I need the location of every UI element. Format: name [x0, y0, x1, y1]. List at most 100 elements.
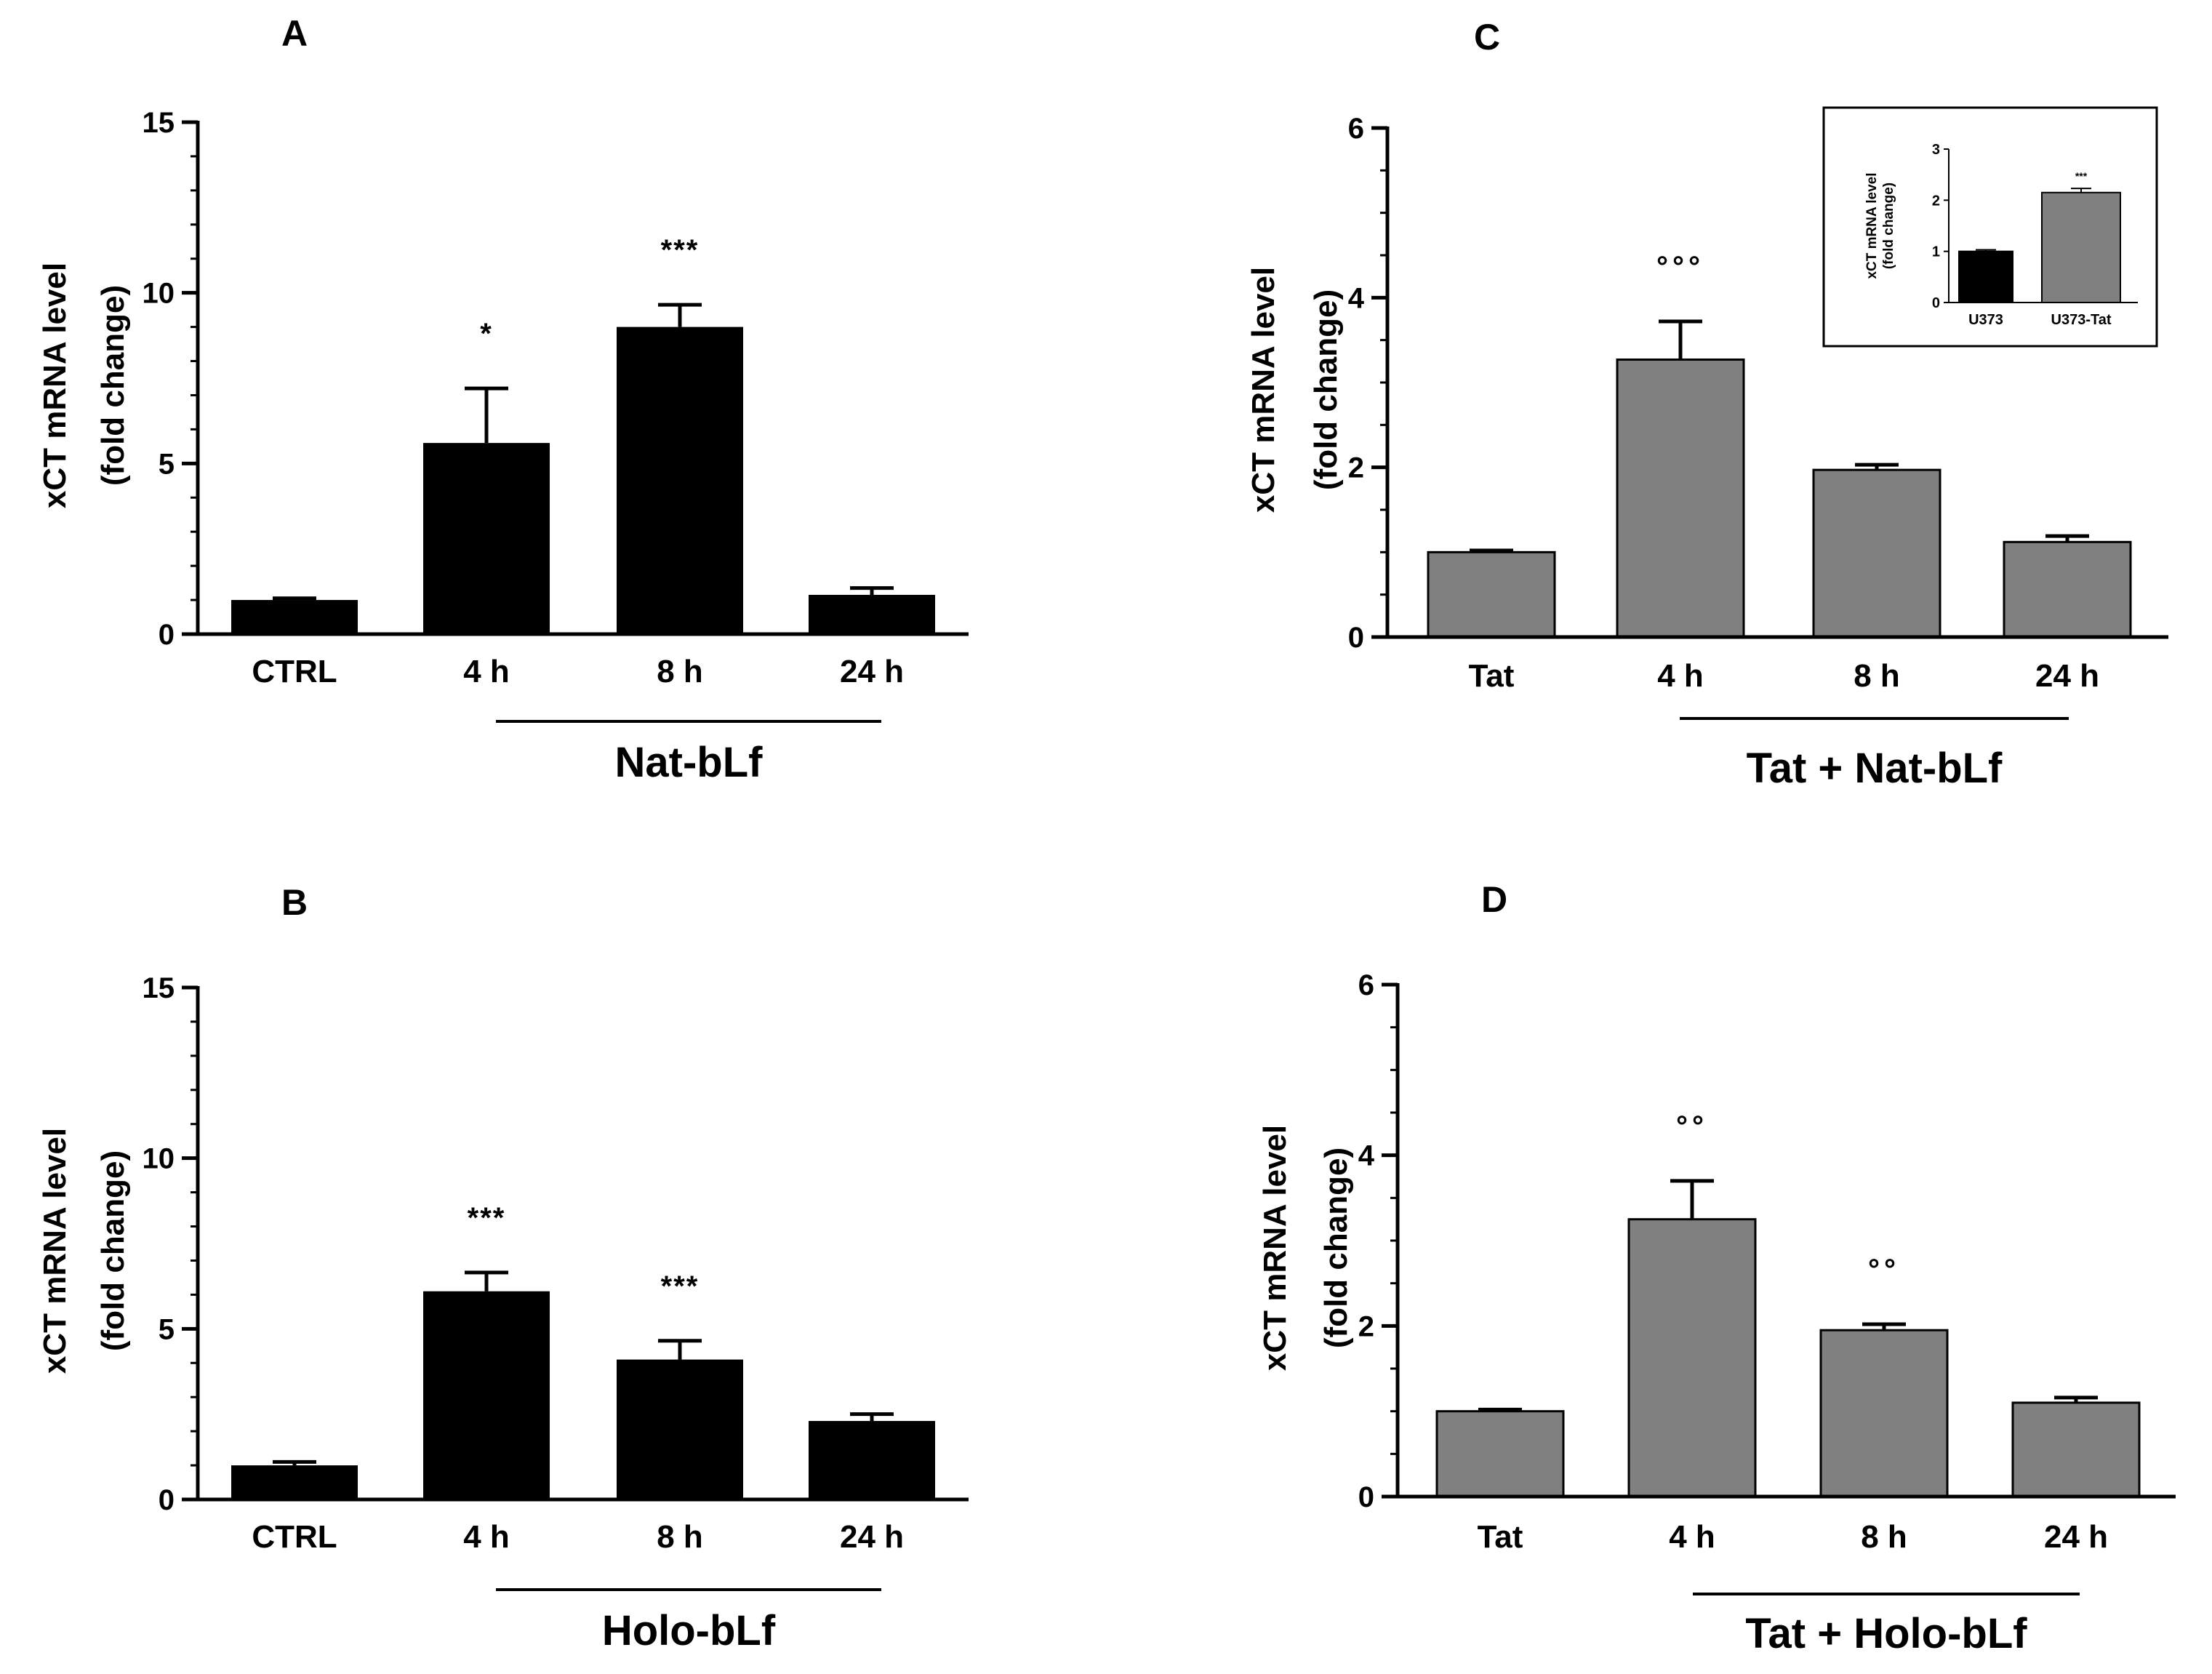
group-label: Tat + Holo-bLf [1745, 1610, 2027, 1657]
y-tick-label: 4 [1358, 1140, 1375, 1172]
y-axis-label-line2: (fold change) [1308, 289, 1344, 490]
y-tick-label: 0 [1358, 1481, 1374, 1513]
error-bar-3 [658, 303, 702, 327]
y-axis-label-line1: xCT mRNA level [1246, 267, 1281, 513]
y-tick-label: 10 [143, 1143, 175, 1175]
bar-2 [1616, 359, 1745, 638]
error-bar-2 [1670, 1179, 1714, 1220]
y-tick-label: 0 [159, 1484, 175, 1516]
bar-3 [1819, 1329, 1949, 1498]
error-bar-4 [850, 586, 894, 596]
inset-x-tick-label-2: U373-Tat [2051, 312, 2112, 328]
panel-letter-a: A [281, 13, 308, 54]
bar-2 [423, 443, 550, 634]
x-tick-label-2: 4 h [1669, 1519, 1715, 1555]
y-tick-label: 10 [143, 278, 175, 310]
x-tick-label-2: 4 h [463, 654, 510, 689]
error-bar-3 [1862, 1322, 1906, 1331]
error-bar-1 [1478, 1407, 1522, 1411]
bar-2 [423, 1291, 550, 1499]
inset-bar-1 [1958, 250, 2013, 303]
y-axis-label-line2: (fold change) [95, 285, 131, 486]
x-tick-label-3: 8 h [1861, 1519, 1907, 1555]
bar-4 [2011, 1401, 2141, 1498]
x-tick-label-1: Tat [1469, 658, 1515, 694]
significance-mark-3: *** [661, 234, 700, 266]
y-axis-label-line2: (fold change) [95, 1150, 131, 1351]
y-tick-label: 6 [1358, 969, 1374, 1001]
panel-letter-b: B [281, 882, 308, 923]
error-bar-4 [850, 1412, 894, 1422]
y-tick-label: 6 [1348, 113, 1364, 145]
y-axis-label-line1: xCT mRNA level [1257, 1125, 1293, 1371]
group-label: Holo-bLf [602, 1607, 776, 1654]
y-axis-label-line1: xCT mRNA level [37, 263, 73, 508]
bar-3 [617, 327, 743, 634]
x-tick-label-4: 24 h [2044, 1519, 2108, 1555]
error-bar-1 [273, 596, 316, 601]
y-tick-label: 5 [159, 1313, 175, 1345]
y-axis-label-line1: xCT mRNA level [37, 1128, 73, 1374]
bar-4 [809, 595, 935, 634]
error-bar-3 [1855, 462, 1899, 470]
x-tick-label-1: CTRL [252, 654, 337, 689]
y-axis-label-line2: (fold change) [1318, 1148, 1354, 1348]
y-tick-label: 2 [1348, 452, 1364, 484]
inset-y-tick-label: 0 [1932, 295, 1940, 311]
significance-mark-2: * [480, 318, 493, 350]
significance-mark-3: °° [1868, 1254, 1900, 1286]
inset-significance-mark: *** [2075, 170, 2088, 182]
panel-letter-c: C [1474, 17, 1500, 57]
x-tick-label-4: 24 h [840, 1519, 904, 1555]
error-bar-1 [273, 1459, 316, 1466]
inset-bar-2 [2041, 191, 2121, 303]
bar-4 [2003, 540, 2132, 638]
error-bar-2 [1659, 319, 1702, 360]
bar-1 [1435, 1410, 1565, 1498]
inset-y-axis-label-line1: xCT mRNA level [1864, 172, 1880, 279]
significance-mark-2: °° [1676, 1110, 1708, 1142]
significance-mark-2: °°° [1656, 251, 1704, 283]
y-tick-label: 15 [143, 107, 175, 139]
significance-mark-3: *** [661, 1270, 700, 1302]
x-tick-label-3: 8 h [657, 1519, 703, 1555]
y-tick-label: 15 [143, 972, 175, 1004]
x-tick-label-4: 24 h [840, 654, 904, 689]
inset-x-tick-label-1: U373 [1968, 312, 2003, 328]
bar-3 [1812, 468, 1941, 638]
group-label: Nat-bLf [615, 739, 764, 786]
y-tick-label: 5 [159, 448, 175, 480]
error-bar-2 [465, 386, 508, 444]
panel-letter-d: D [1481, 879, 1507, 920]
bar-2 [1627, 1218, 1757, 1498]
error-bar-1 [1470, 548, 1513, 553]
y-tick-label: 0 [159, 619, 175, 651]
inset-y-axis-label-line2: (fold change) [1881, 183, 1896, 269]
x-tick-label-2: 4 h [463, 1519, 510, 1555]
bar-1 [231, 1465, 358, 1499]
bar-3 [617, 1359, 743, 1499]
x-tick-label-1: Tat [1478, 1519, 1523, 1555]
error-bar-4 [2045, 534, 2089, 542]
y-tick-label: 0 [1348, 622, 1364, 654]
x-tick-label-1: CTRL [252, 1519, 337, 1555]
inset-y-tick-label: 3 [1932, 142, 1940, 158]
error-bar-4 [2054, 1395, 2098, 1403]
error-bar-2 [465, 1270, 508, 1291]
x-tick-label-3: 8 h [657, 654, 703, 689]
bar-1 [231, 600, 358, 634]
inset-chart: xCT mRNA level (fold change) U373 *** U373-T… [1822, 106, 2158, 348]
inset-y-tick-label: 1 [1932, 244, 1940, 260]
y-tick-label: 4 [1348, 282, 1365, 314]
group-label: Tat + Nat-bLf [1747, 745, 2003, 792]
x-tick-label-4: 24 h [2035, 658, 2099, 694]
bar-4 [809, 1421, 935, 1499]
x-tick-label-3: 8 h [1854, 658, 1900, 694]
error-bar-3 [658, 1339, 702, 1360]
inset-y-tick-label: 2 [1932, 193, 1940, 209]
